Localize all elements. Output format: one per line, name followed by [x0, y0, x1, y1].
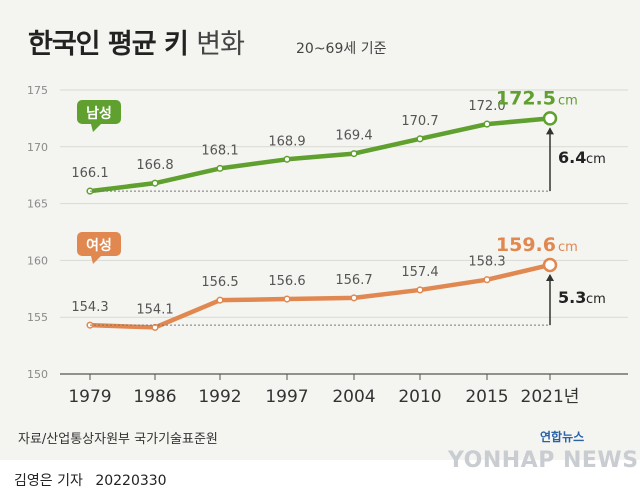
data-point [151, 179, 159, 187]
data-label-unit: cm [558, 93, 578, 108]
data-point [483, 276, 491, 284]
x-tick-label: 1997 [265, 387, 308, 407]
chart-subtitle: 20~69세 기준 [296, 41, 387, 57]
legend-badge-pointer [91, 256, 101, 264]
data-label-final: 172.5 [496, 87, 556, 109]
y-tick-label: 155 [27, 311, 48, 324]
chart-panel [0, 0, 640, 460]
data-point [216, 296, 224, 304]
data-point [350, 150, 358, 158]
change-arrow-head [546, 273, 554, 281]
series-line-male [87, 116, 553, 194]
x-tick-label: 2021년 [521, 387, 580, 407]
change-arrow-head [546, 127, 554, 135]
x-tick-label: 1979 [68, 387, 111, 407]
y-tick-label: 175 [27, 84, 48, 97]
data-label: 172.0 [468, 99, 505, 114]
chart-title: 한국인 평균 키 변화 [28, 22, 245, 61]
data-label: 166.8 [136, 158, 173, 173]
data-point [542, 111, 558, 126]
data-point [416, 135, 424, 143]
data-label: 156.7 [335, 273, 372, 288]
x-tick-label: 2015 [465, 387, 508, 407]
data-label: 156.6 [268, 274, 305, 289]
reporter-name: 김영은 기자 [14, 473, 83, 489]
data-point [151, 323, 159, 331]
byline: 김영은 기자 20220330 [14, 470, 167, 490]
change-value: 6.4 [558, 148, 586, 167]
x-tick-label: 2010 [398, 387, 441, 407]
watermark: YONHAP NEWS [448, 448, 639, 473]
data-point [542, 257, 558, 273]
data-label: 166.1 [71, 166, 108, 181]
data-point [283, 155, 291, 163]
series-line-female [87, 262, 553, 330]
legend-label: 여성 [86, 237, 112, 254]
legend-badge-pointer [91, 124, 101, 132]
change-value: 5.3 [558, 288, 586, 307]
line-chart: 150 155 160 165 170 175 1979 1986 1992 1997 2004 20… [27, 84, 628, 407]
data-label: 154.1 [136, 302, 173, 317]
x-tick-label: 1992 [198, 387, 241, 407]
data-label: 156.5 [201, 275, 238, 290]
data-label: 170.7 [401, 114, 438, 129]
y-tick-label: 160 [27, 254, 48, 267]
data-label: 168.9 [268, 134, 305, 149]
yonhap-logo: 연합뉴스 [540, 430, 585, 444]
data-label: 157.4 [401, 265, 438, 280]
y-tick-label: 150 [27, 368, 48, 381]
x-tick-label: 2004 [332, 387, 375, 407]
change-unit: cm [586, 292, 606, 307]
publish-date: 20220330 [95, 473, 167, 489]
y-tick-label: 170 [27, 141, 48, 154]
data-label-final: 159.6 [496, 234, 556, 256]
data-label: 158.3 [468, 255, 505, 270]
data-point [350, 294, 358, 302]
change-unit: cm [586, 152, 606, 167]
data-label: 169.4 [335, 129, 372, 144]
data-point [483, 120, 491, 128]
x-tick-label: 1986 [133, 387, 176, 407]
title-main: 한국인 평균 키 [28, 29, 189, 60]
data-point [216, 164, 224, 172]
source-note: 자료/산업통상자원부 국가기술표준원 [18, 432, 218, 447]
data-point [416, 286, 424, 294]
data-label-unit: cm [558, 240, 578, 255]
legend-label: 남성 [86, 105, 112, 122]
data-label: 168.1 [201, 143, 238, 158]
y-tick-label: 165 [27, 198, 48, 211]
legend-badge [77, 100, 121, 124]
data-point [283, 295, 291, 303]
data-label: 154.3 [71, 300, 108, 315]
title-suffix: 변화 [196, 29, 245, 60]
legend-badge [77, 232, 121, 256]
